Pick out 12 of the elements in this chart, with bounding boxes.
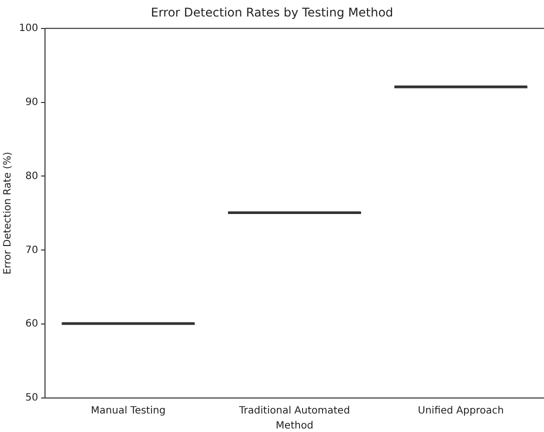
y-tick-label: 50: [25, 392, 38, 404]
x-axis-title: Method: [276, 420, 314, 432]
y-tick-label: 70: [25, 244, 38, 256]
chart-title: Error Detection Rates by Testing Method: [150, 5, 394, 20]
x-tick-label: Traditional Automated: [238, 406, 350, 417]
y-tick-label: 100: [18, 22, 38, 34]
x-tick-label: Unified Approach: [418, 406, 504, 417]
x-tick-label: Manual Testing: [90, 406, 166, 417]
y-tick-label: 80: [25, 170, 38, 182]
y-axis-title: Error Detection Rate (%): [2, 152, 14, 275]
y-tick-label: 60: [25, 318, 38, 330]
y-tick-label: 90: [25, 96, 38, 108]
